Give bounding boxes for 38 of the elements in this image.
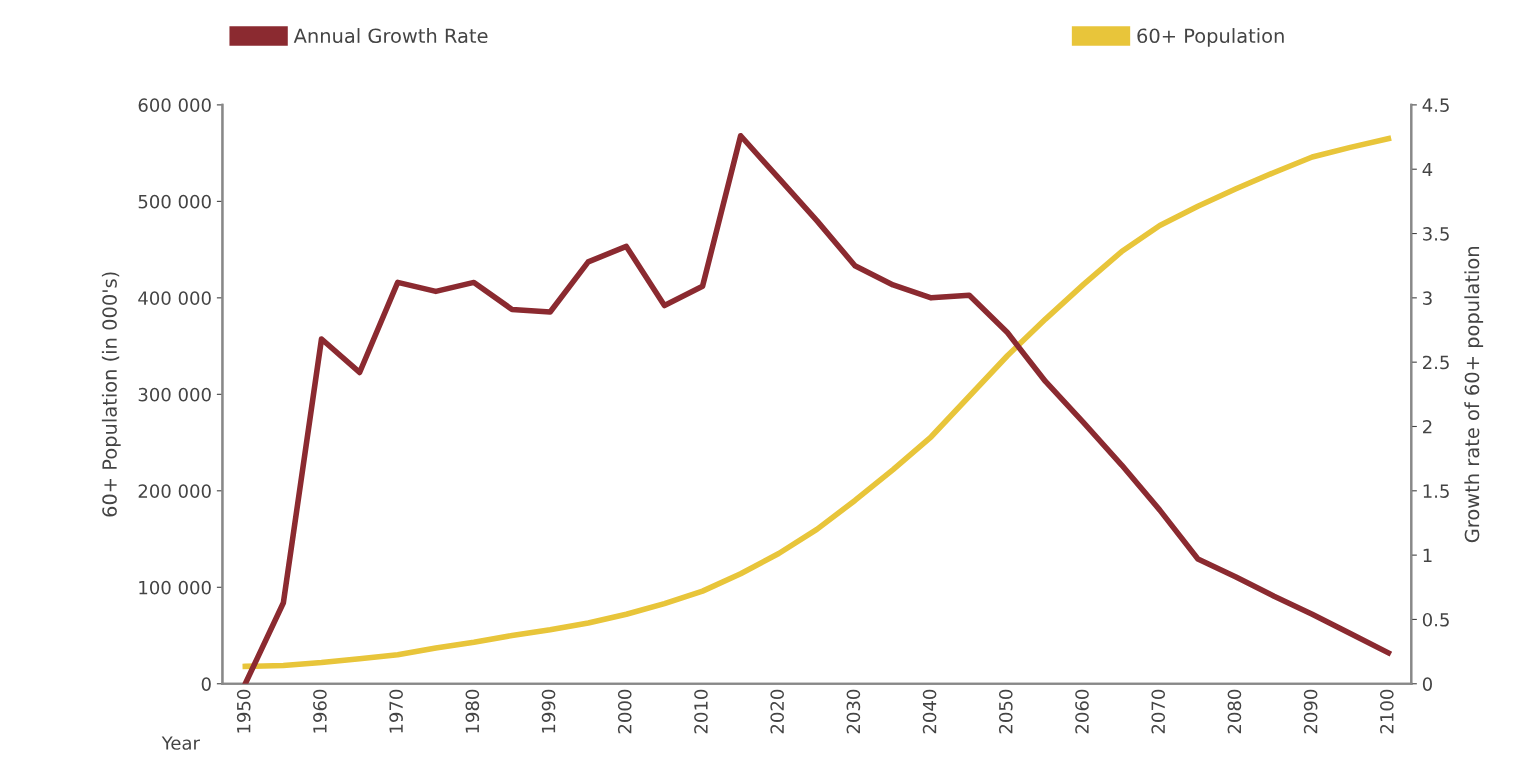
y2-tick-label: 1 xyxy=(1423,548,1432,562)
x-tick-label: 2080 xyxy=(1227,689,1242,734)
y2-tick-label: 4.5 xyxy=(1422,98,1449,113)
x-tick-label: 1980 xyxy=(465,689,480,733)
x-tick-label: 2100 xyxy=(1380,689,1394,734)
y2-axis-title: Growth rate of 60+ population xyxy=(1464,247,1484,543)
y2-tick-label: 2 xyxy=(1423,419,1432,434)
y2-tick-label: 0.5 xyxy=(1422,612,1449,627)
x-tick-label: 2040 xyxy=(922,689,937,734)
legend-label: 60+ Population xyxy=(1137,28,1284,47)
y2-tick-label: 3 xyxy=(1423,291,1432,305)
x-axis-title: Year xyxy=(161,736,200,750)
x-tick-label: 2030 xyxy=(846,689,861,734)
x-tick-label: 2050 xyxy=(998,689,1013,734)
x-tick-label: 1990 xyxy=(541,689,556,733)
y2-tick-label: 3.5 xyxy=(1423,226,1449,241)
x-tick-label: 1970 xyxy=(389,689,403,733)
y-tick-label: 500 000 xyxy=(138,194,211,209)
y-tick-label: 0 xyxy=(201,677,211,691)
x-tick-label: 1960 xyxy=(313,689,327,733)
y-axis-title: 60+ Population (in 000's) xyxy=(101,272,121,517)
x-tick-label: 2060 xyxy=(1075,689,1089,734)
x-tick-label: 1950 xyxy=(236,689,251,733)
y-tick-label: 400 000 xyxy=(138,291,211,305)
y2-tick-label: 0 xyxy=(1422,677,1432,691)
x-tick-label: 2020 xyxy=(770,689,784,734)
y-tick-label: 100 000 xyxy=(139,580,211,595)
y-tick-label: 600 000 xyxy=(138,98,211,113)
y2-tick-label: 1.5 xyxy=(1423,484,1449,498)
y-tick-label: 200 000 xyxy=(138,484,211,498)
x-tick-label: 2090 xyxy=(1303,689,1318,734)
x-tick-label: 2010 xyxy=(694,689,708,734)
x-tick-label: 2070 xyxy=(1151,689,1166,734)
y2-tick-label: 2.5 xyxy=(1423,355,1449,370)
legend-label: Annual Growth Rate xyxy=(293,28,488,44)
y-tick-label: 300 000 xyxy=(138,387,211,402)
y2-tick-label: 4 xyxy=(1422,162,1433,177)
x-tick-label: 2000 xyxy=(617,689,632,734)
